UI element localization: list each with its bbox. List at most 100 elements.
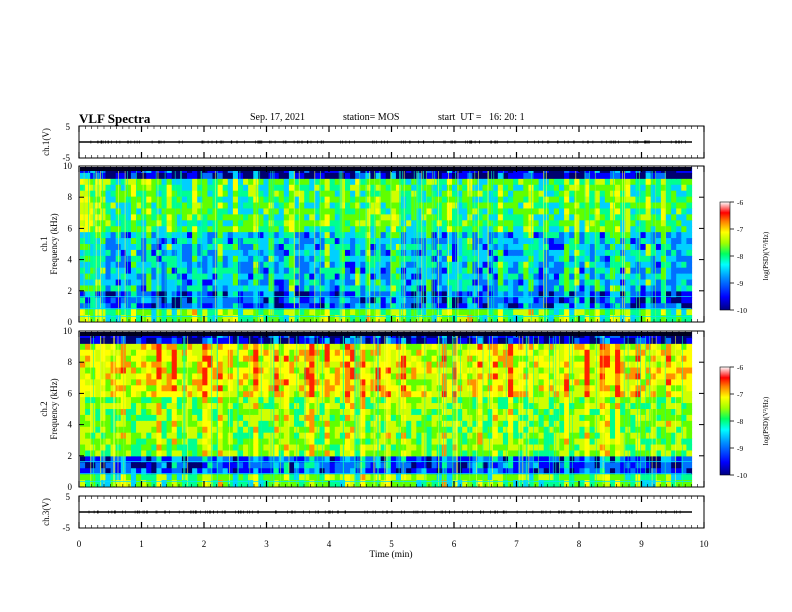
- spectrogram-cell: [508, 226, 514, 233]
- spectrogram-cell: [171, 444, 178, 452]
- spectrogram-cell: [574, 267, 580, 275]
- spectrogram-cell: [278, 178, 285, 186]
- spectrogram-cell: [85, 309, 91, 316]
- spectrogram-cell: [406, 303, 412, 310]
- spectrogram-cell: [120, 267, 127, 275]
- spectrogram-cell: [217, 232, 224, 239]
- spectrogram-cell: [125, 343, 132, 351]
- spectrogram-cell: [278, 468, 285, 475]
- spectrogram-cell: [227, 202, 234, 210]
- spectrogram-cell: [294, 303, 300, 310]
- spectrogram-cell: [365, 196, 372, 204]
- spectrogram-cell: [344, 367, 351, 375]
- spectrogram-cell: [151, 232, 158, 239]
- spectrogram-cell: [569, 273, 575, 281]
- spectrogram-cell: [268, 373, 275, 380]
- spectrogram-cell: [472, 178, 479, 186]
- spectrogram-cell: [385, 184, 392, 192]
- spectrogram-cell: [248, 196, 254, 204]
- spectrogram-cell: [161, 261, 168, 269]
- spectrogram-cell: [609, 291, 616, 298]
- spectrogram-cell: [166, 303, 173, 310]
- spectrogram-cell: [146, 214, 152, 221]
- spectrogram-cell: [324, 343, 331, 351]
- spectrogram-cell: [666, 208, 672, 215]
- spectrogram-cell: [426, 202, 433, 210]
- spectrogram-cell: [487, 190, 494, 198]
- spectrogram-cell: [151, 267, 158, 275]
- spectrogram-cell: [390, 450, 397, 457]
- spectrogram-cell: [401, 385, 407, 392]
- spectrogram-cell: [589, 315, 596, 322]
- spectrogram-cell: [136, 420, 142, 428]
- spectrogram-cell: [253, 361, 259, 369]
- spectrogram-cell: [355, 244, 361, 251]
- spectrogram-cell: [227, 309, 234, 316]
- spectrogram-cell: [635, 279, 642, 287]
- spectrogram-cell: [436, 232, 443, 239]
- spectrogram-cell: [156, 450, 163, 457]
- spectrogram-cell: [151, 462, 158, 469]
- spectrogram-cell: [344, 267, 351, 275]
- spectrogram-cell: [350, 249, 356, 257]
- spectrogram-cell: [268, 285, 275, 292]
- spectrogram-cell: [263, 267, 270, 275]
- spectrogram-cell: [625, 190, 631, 198]
- spectrogram-cell: [380, 249, 387, 257]
- spectrogram-cell: [156, 172, 163, 180]
- spectrogram-cell: [268, 190, 275, 198]
- spectrogram-cell: [594, 279, 601, 287]
- spectrogram-cell: [436, 190, 443, 198]
- spectrogram-cell: [416, 220, 423, 227]
- spectrogram-cell: [130, 474, 137, 481]
- spectrogram-cell: [671, 190, 677, 198]
- spectrogram-cell: [115, 343, 122, 351]
- spectrogram-cell: [130, 450, 137, 457]
- spectrogram-cell: [395, 178, 402, 186]
- spectrogram-cell: [416, 214, 423, 221]
- spectrogram-cell: [334, 202, 341, 210]
- spectrogram-cell: [462, 238, 468, 245]
- spectrogram-cell: [569, 279, 575, 287]
- spectrogram-cell: [197, 456, 203, 463]
- spectrogram-cell: [237, 244, 244, 251]
- spectrogram-cell: [237, 261, 244, 269]
- spectrogram-cell: [548, 226, 555, 233]
- spectrogram-cell: [309, 220, 316, 227]
- spectrogram-cell: [110, 279, 117, 287]
- spectrogram-cell: [564, 190, 570, 198]
- spectrogram-cell: [609, 273, 616, 281]
- station-label: station= MOS: [343, 112, 400, 123]
- spectrogram-cell: [477, 172, 484, 180]
- spectrogram-cell: [146, 462, 152, 469]
- spectrogram-cell: [390, 226, 397, 233]
- spectrogram-cell: [268, 279, 275, 287]
- spectrogram-cell: [141, 462, 147, 469]
- spectrogram-cell: [482, 172, 489, 180]
- spectrogram-cell: [666, 196, 672, 204]
- spectrogram-cell: [187, 480, 193, 487]
- spectrogram-cell: [385, 385, 392, 392]
- spectrogram-cell: [151, 343, 158, 351]
- spectrogram-cell: [559, 226, 565, 233]
- spectrogram-cell: [192, 249, 198, 257]
- spectrogram-cell: [559, 297, 565, 304]
- spectrogram-cell: [187, 261, 193, 269]
- spectrogram-cell: [426, 261, 433, 269]
- spectrogram-cell: [314, 297, 321, 304]
- spectrogram-cell: [248, 309, 254, 316]
- spectrogram-cell: [192, 208, 198, 215]
- spectrogram-cell: [441, 214, 448, 221]
- spectrogram-cell: [314, 184, 321, 192]
- spectrogram-cell: [640, 202, 647, 210]
- spectrogram-cell: [253, 391, 259, 398]
- spectrogram-cell: [620, 220, 626, 227]
- spectrogram-cell: [502, 309, 509, 316]
- spectrogram-cell: [615, 178, 621, 186]
- spectrogram-cell: [130, 255, 137, 263]
- spectrogram-cell: [288, 462, 295, 469]
- spectrogram-cell: [640, 196, 647, 204]
- spectrogram-cell: [635, 285, 642, 292]
- spectrogram-cell: [319, 184, 326, 192]
- spectrogram-cell: [100, 273, 107, 281]
